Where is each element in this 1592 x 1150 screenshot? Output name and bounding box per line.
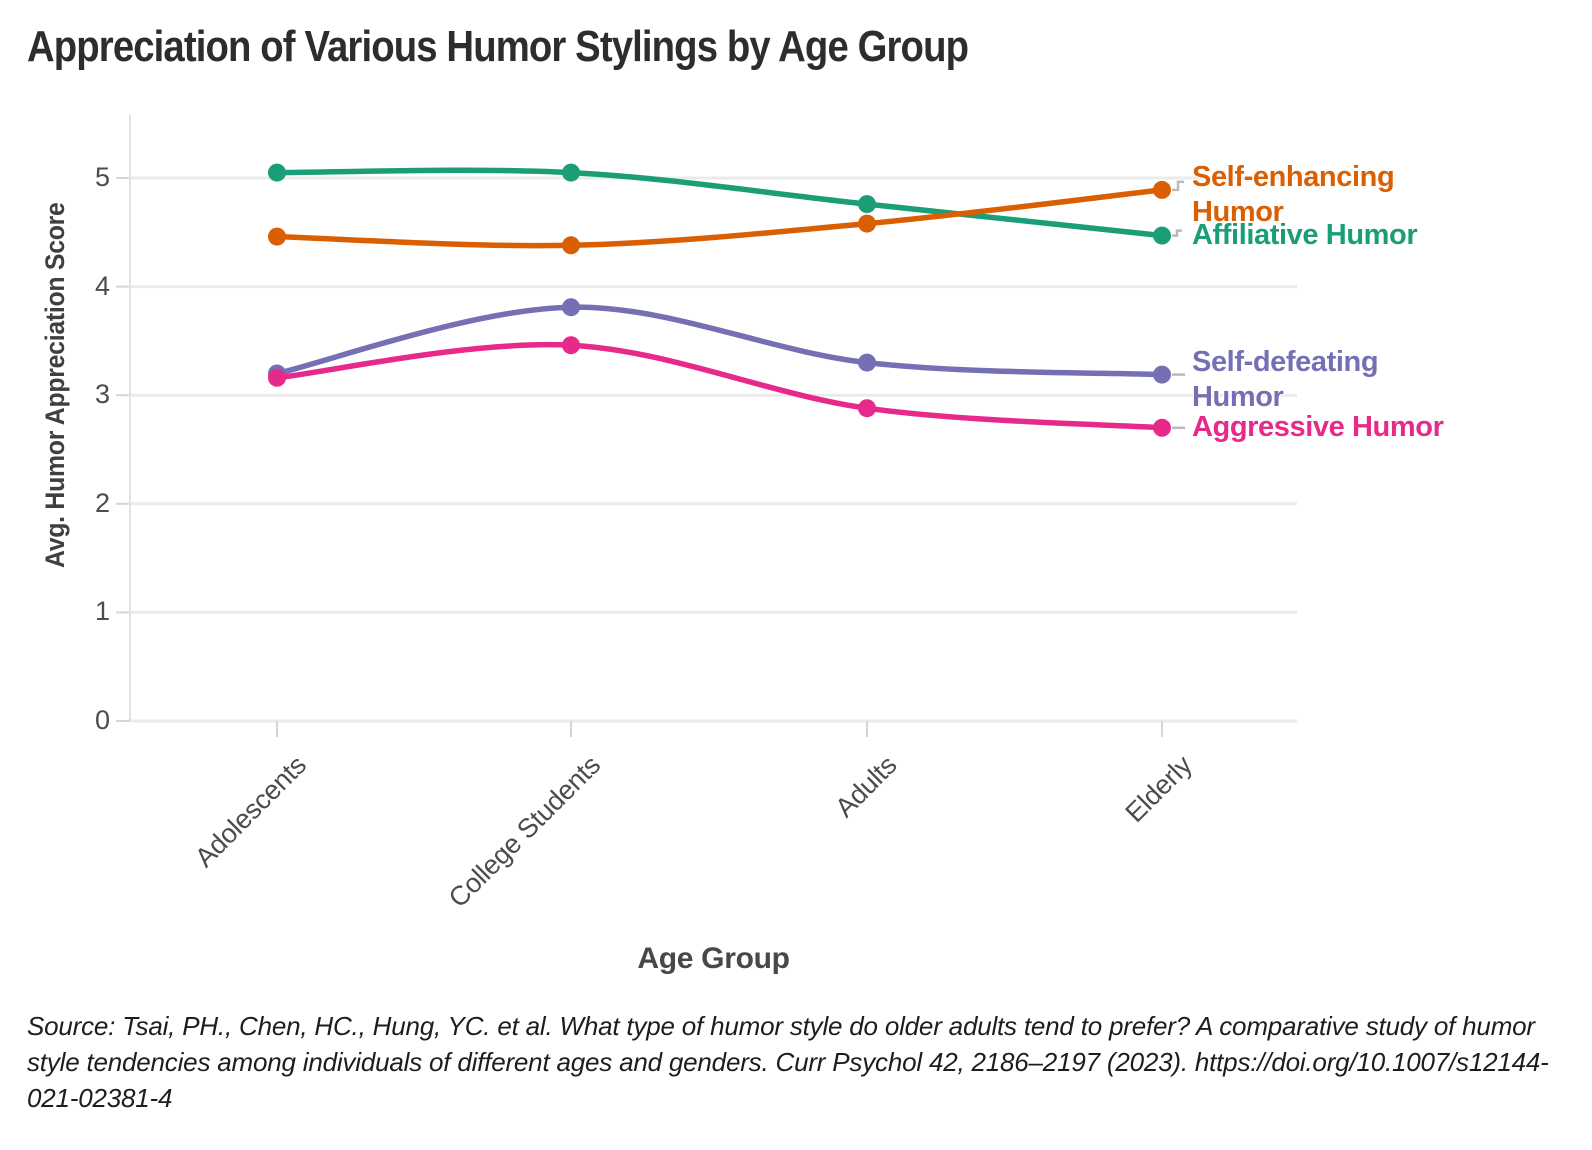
- data-point-self-defeating-humor: [1153, 365, 1171, 384]
- data-point-self-defeating-humor: [858, 353, 876, 372]
- y-tick-label: 4: [94, 270, 110, 301]
- y-tick-label: 1: [94, 596, 110, 627]
- series-line-affiliative-humor: [274, 167, 1165, 239]
- y-tick-label: 2: [94, 487, 110, 518]
- series-leader-line: [1172, 180, 1184, 192]
- series-label-affiliative-humor: Affiliative Humor: [1192, 219, 1418, 252]
- data-point-affiliative-humor: [268, 163, 286, 182]
- data-point-aggressive-humor: [858, 399, 876, 418]
- data-point-aggressive-humor: [562, 336, 580, 355]
- data-point-affiliative-humor: [1153, 226, 1171, 245]
- x-axis-title: Age Group: [637, 942, 790, 975]
- data-point-self-enhancing-humor: [858, 214, 876, 233]
- series-line-aggressive-humor: [274, 341, 1165, 431]
- series-line-self-enhancing-humor: [274, 187, 1165, 249]
- series-label-self-defeating-humor: Self-defeating Humor: [1192, 345, 1379, 413]
- data-point-self-enhancing-humor: [562, 236, 580, 255]
- data-point-self-enhancing-humor: [1153, 180, 1171, 199]
- y-tick-label: 5: [94, 162, 110, 192]
- series-line-self-defeating-humor: [274, 304, 1165, 378]
- data-point-aggressive-humor: [1153, 418, 1171, 437]
- chart-title: Appreciation of Various Humor Stylings b…: [27, 22, 969, 71]
- series-leader-line: [1172, 229, 1182, 237]
- data-point-affiliative-humor: [858, 195, 876, 214]
- y-tick-label: 0: [94, 705, 110, 735]
- data-point-self-enhancing-humor: [268, 227, 286, 246]
- y-tick-label: 3: [94, 379, 110, 410]
- data-point-affiliative-humor: [562, 163, 580, 182]
- series-label-aggressive-humor: Aggressive Humor: [1192, 411, 1444, 444]
- data-point-aggressive-humor: [268, 368, 286, 387]
- data-point-self-defeating-humor: [562, 298, 580, 317]
- source-note: Source: Tsai, PH., Chen, HC., Hung, YC. …: [27, 1011, 1549, 1113]
- series-label-self-enhancing-humor: Self-enhancing Humor: [1192, 160, 1395, 228]
